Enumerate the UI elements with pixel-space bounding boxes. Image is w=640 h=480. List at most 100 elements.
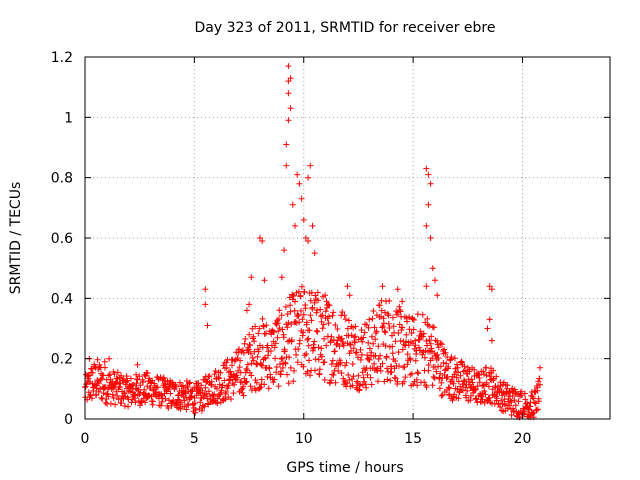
data-point — [403, 331, 410, 338]
data-point — [408, 370, 415, 377]
data-point — [114, 392, 121, 399]
data-point — [326, 313, 332, 320]
data-point — [412, 357, 419, 364]
data-point — [471, 366, 478, 373]
data-point — [434, 292, 441, 299]
data-point — [386, 325, 393, 331]
data-point — [365, 339, 372, 346]
data-point — [371, 360, 378, 367]
data-point — [382, 309, 388, 316]
data-point — [411, 316, 417, 323]
data-point — [98, 375, 105, 382]
data-point — [165, 405, 172, 411]
data-point — [241, 340, 248, 347]
data-point — [184, 384, 191, 390]
data-point — [288, 321, 295, 328]
data-point — [287, 308, 294, 315]
data-point — [461, 377, 467, 384]
data-point — [384, 376, 391, 383]
data-point — [271, 376, 278, 383]
data-point — [300, 216, 307, 223]
data-point — [240, 350, 247, 356]
data-point — [462, 384, 469, 391]
data-point — [292, 298, 298, 305]
data-point — [478, 393, 485, 400]
data-point — [282, 360, 289, 367]
x-axis-label: GPS time / hours — [286, 460, 403, 476]
data-point — [360, 334, 367, 341]
data-point — [307, 162, 314, 169]
data-point — [537, 381, 543, 388]
data-point — [231, 381, 238, 388]
data-point — [427, 235, 434, 241]
data-point — [443, 360, 450, 367]
data-point — [304, 336, 311, 343]
data-point — [202, 286, 209, 293]
data-point — [188, 394, 195, 400]
data-point — [250, 333, 257, 340]
data-point — [316, 371, 323, 378]
data-point — [237, 357, 244, 364]
data-point — [340, 342, 347, 349]
data-points — [82, 63, 543, 421]
data-point — [404, 361, 411, 368]
data-point — [385, 320, 392, 327]
data-point — [271, 329, 277, 336]
data-point — [159, 398, 165, 405]
data-point — [399, 346, 406, 353]
data-point — [296, 319, 303, 326]
data-point — [360, 374, 367, 381]
data-point — [270, 379, 277, 386]
data-point — [94, 356, 101, 363]
data-point — [414, 382, 421, 389]
data-point — [211, 371, 218, 378]
data-point — [451, 371, 458, 378]
data-point — [95, 388, 102, 395]
data-point — [327, 338, 334, 344]
data-point — [292, 222, 298, 229]
data-point — [524, 400, 530, 407]
data-point — [371, 324, 378, 331]
data-point — [349, 361, 356, 367]
data-point — [125, 396, 132, 403]
data-point — [388, 363, 395, 370]
data-point — [369, 333, 375, 340]
data-point — [250, 357, 257, 364]
data-point — [291, 307, 298, 314]
data-point — [132, 399, 139, 406]
data-point — [369, 315, 376, 322]
data-point — [508, 399, 515, 406]
data-point — [97, 376, 104, 383]
data-point — [344, 380, 351, 387]
data-point — [480, 382, 487, 389]
data-point — [497, 404, 504, 410]
data-point — [137, 402, 143, 409]
data-point — [291, 367, 297, 374]
data-point — [350, 345, 357, 352]
data-point — [234, 374, 241, 381]
data-point — [419, 351, 426, 358]
data-point — [504, 382, 511, 389]
data-point — [121, 403, 128, 409]
data-point — [352, 323, 359, 330]
data-point — [476, 379, 483, 386]
data-point — [322, 308, 329, 315]
data-point — [488, 286, 495, 293]
data-point — [287, 75, 294, 82]
data-point — [236, 364, 243, 371]
data-point — [247, 383, 254, 390]
data-point — [202, 301, 209, 308]
data-point — [389, 350, 396, 357]
data-point — [192, 406, 199, 413]
data-point — [298, 195, 305, 202]
data-point — [240, 392, 247, 399]
data-point — [265, 385, 272, 392]
data-point — [93, 392, 100, 399]
data-point — [89, 369, 96, 376]
data-point — [419, 311, 426, 318]
data-point — [285, 63, 292, 70]
data-point — [205, 388, 212, 395]
data-point — [105, 372, 112, 379]
data-point — [423, 338, 430, 344]
data-point — [423, 384, 430, 390]
